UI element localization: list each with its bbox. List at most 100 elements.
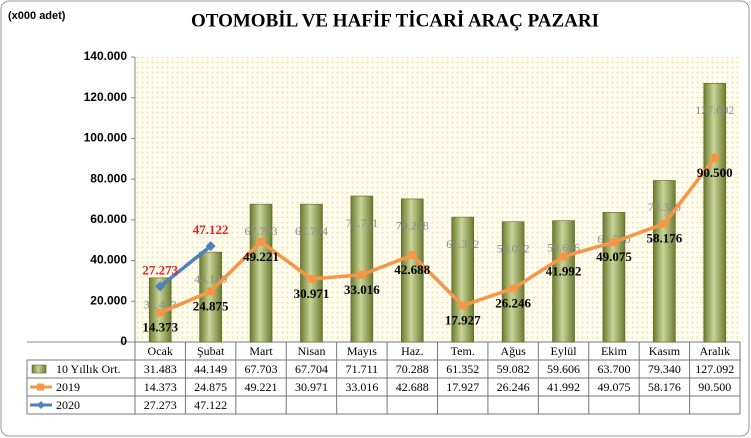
bar-value-label: 59.606 [547, 240, 580, 254]
line-value-label: 49.075 [596, 249, 632, 264]
line-value-label: 17.927 [445, 312, 481, 327]
table-cell: 71.711 [346, 362, 379, 376]
table-cell: 14.373 [144, 380, 177, 394]
marker [408, 251, 417, 260]
marker [156, 308, 165, 317]
bar [451, 216, 475, 343]
plot-area [135, 57, 740, 342]
line-value-label: 47.122 [193, 222, 229, 237]
marker [559, 252, 568, 261]
x-tick-label: Nisan [297, 344, 325, 358]
line [159, 244, 212, 288]
line-value-label: 41.992 [546, 264, 582, 279]
x-tick-label: Eylül [551, 344, 578, 358]
table-cell: 67.704 [295, 362, 328, 376]
bar [653, 180, 676, 343]
legend-label: 2020 [56, 398, 80, 412]
line-value-label: 42.688 [394, 262, 430, 277]
y-axis-label: (x000 adet) [8, 10, 66, 22]
table-cell: 31.483 [144, 362, 177, 376]
bar-value-label: 71.711 [346, 216, 379, 230]
line-value-label: 30.971 [294, 286, 330, 301]
line-value-label: 90.500 [697, 165, 733, 180]
y-tick-label: 120.000 [84, 90, 128, 104]
legend-label: 10 Yıllık Ort. [56, 362, 121, 376]
bar-value-label: 70.288 [396, 219, 429, 233]
x-tick-label: Ağus [500, 344, 526, 358]
table-cell: 49.221 [245, 380, 278, 394]
x-tick-label: Haz. [401, 344, 423, 358]
table-cell: 63.700 [597, 362, 630, 376]
line-value-label: 14.373 [142, 320, 178, 335]
table-cell: 49.075 [597, 380, 630, 394]
y-tick-label: 20.000 [90, 293, 127, 307]
table-cell: 26.246 [497, 380, 530, 394]
table-cell: 17.927 [446, 380, 479, 394]
line-value-label: 49.221 [243, 249, 279, 264]
bar [300, 203, 323, 343]
line [159, 156, 717, 315]
x-tick-label: Ekim [601, 344, 628, 358]
bar [249, 203, 273, 343]
marker [609, 238, 618, 247]
table-cell: 47.122 [194, 398, 227, 412]
legend-key [37, 401, 45, 409]
chart-title: OTOMOBİL VE HAFİF TİCARİ ARAÇ PAZARI [191, 10, 599, 31]
marker [710, 153, 719, 162]
bar-value-label: 127.092 [695, 103, 734, 117]
table-cell: 127.092 [695, 362, 734, 376]
legend-key [31, 364, 47, 374]
table-cell: 42.688 [396, 380, 429, 394]
bar-value-label: 61.352 [446, 237, 479, 251]
y-tick-label: 140.000 [84, 49, 128, 63]
table-cell: 41.992 [547, 380, 580, 394]
table-cell: 58.176 [648, 380, 681, 394]
table-cell: 61.352 [446, 362, 479, 376]
marker [458, 301, 467, 310]
line-value-label: 27.273 [142, 262, 178, 277]
bar [703, 82, 727, 343]
bar [400, 198, 424, 343]
table-cell: 33.016 [345, 380, 378, 394]
table-cell: 67.703 [245, 362, 278, 376]
table-cell: 59.606 [547, 362, 580, 376]
bar [199, 251, 222, 343]
x-tick-label: Kasım [649, 344, 681, 358]
marker [205, 241, 216, 252]
marker [257, 237, 266, 246]
bar-value-label: 59.082 [497, 241, 530, 255]
y-tick-label: 60.000 [90, 212, 127, 226]
legend-key [37, 383, 44, 391]
line-value-label: 26.246 [495, 296, 531, 311]
table-cell: 27.273 [144, 398, 177, 412]
bar [552, 220, 575, 343]
x-tick-label: Aralık [699, 344, 730, 358]
line-value-label: 24.875 [193, 298, 229, 313]
x-tick-label: Mart [249, 344, 273, 358]
marker [155, 281, 166, 292]
bar-value-label: 67.704 [295, 224, 328, 238]
marker [509, 284, 518, 293]
marker [307, 274, 316, 283]
y-tick-label: 80.000 [90, 171, 127, 185]
legend-label: 2019 [56, 380, 80, 394]
marker [357, 270, 366, 279]
x-tick-label: Şubat [197, 344, 225, 358]
bar-value-label: 67.703 [245, 224, 278, 238]
table-cell: 70.288 [396, 362, 429, 376]
line-value-label: 58.176 [647, 231, 683, 246]
y-tick-label: 100.000 [84, 131, 128, 145]
table-cell: 79.340 [648, 362, 681, 376]
line-value-label: 33.016 [344, 282, 380, 297]
x-tick-label: Tem. [451, 344, 475, 358]
table-cell: 30.971 [295, 380, 328, 394]
y-tick-label: 40.000 [90, 253, 127, 267]
x-tick-label: Mayıs [347, 344, 377, 358]
table-cell: 44.149 [194, 362, 227, 376]
table-cell: 90.500 [698, 380, 731, 394]
table-cell: 59.082 [497, 362, 530, 376]
marker [660, 219, 669, 228]
marker [206, 287, 215, 296]
table-cell: 24.875 [194, 380, 227, 394]
